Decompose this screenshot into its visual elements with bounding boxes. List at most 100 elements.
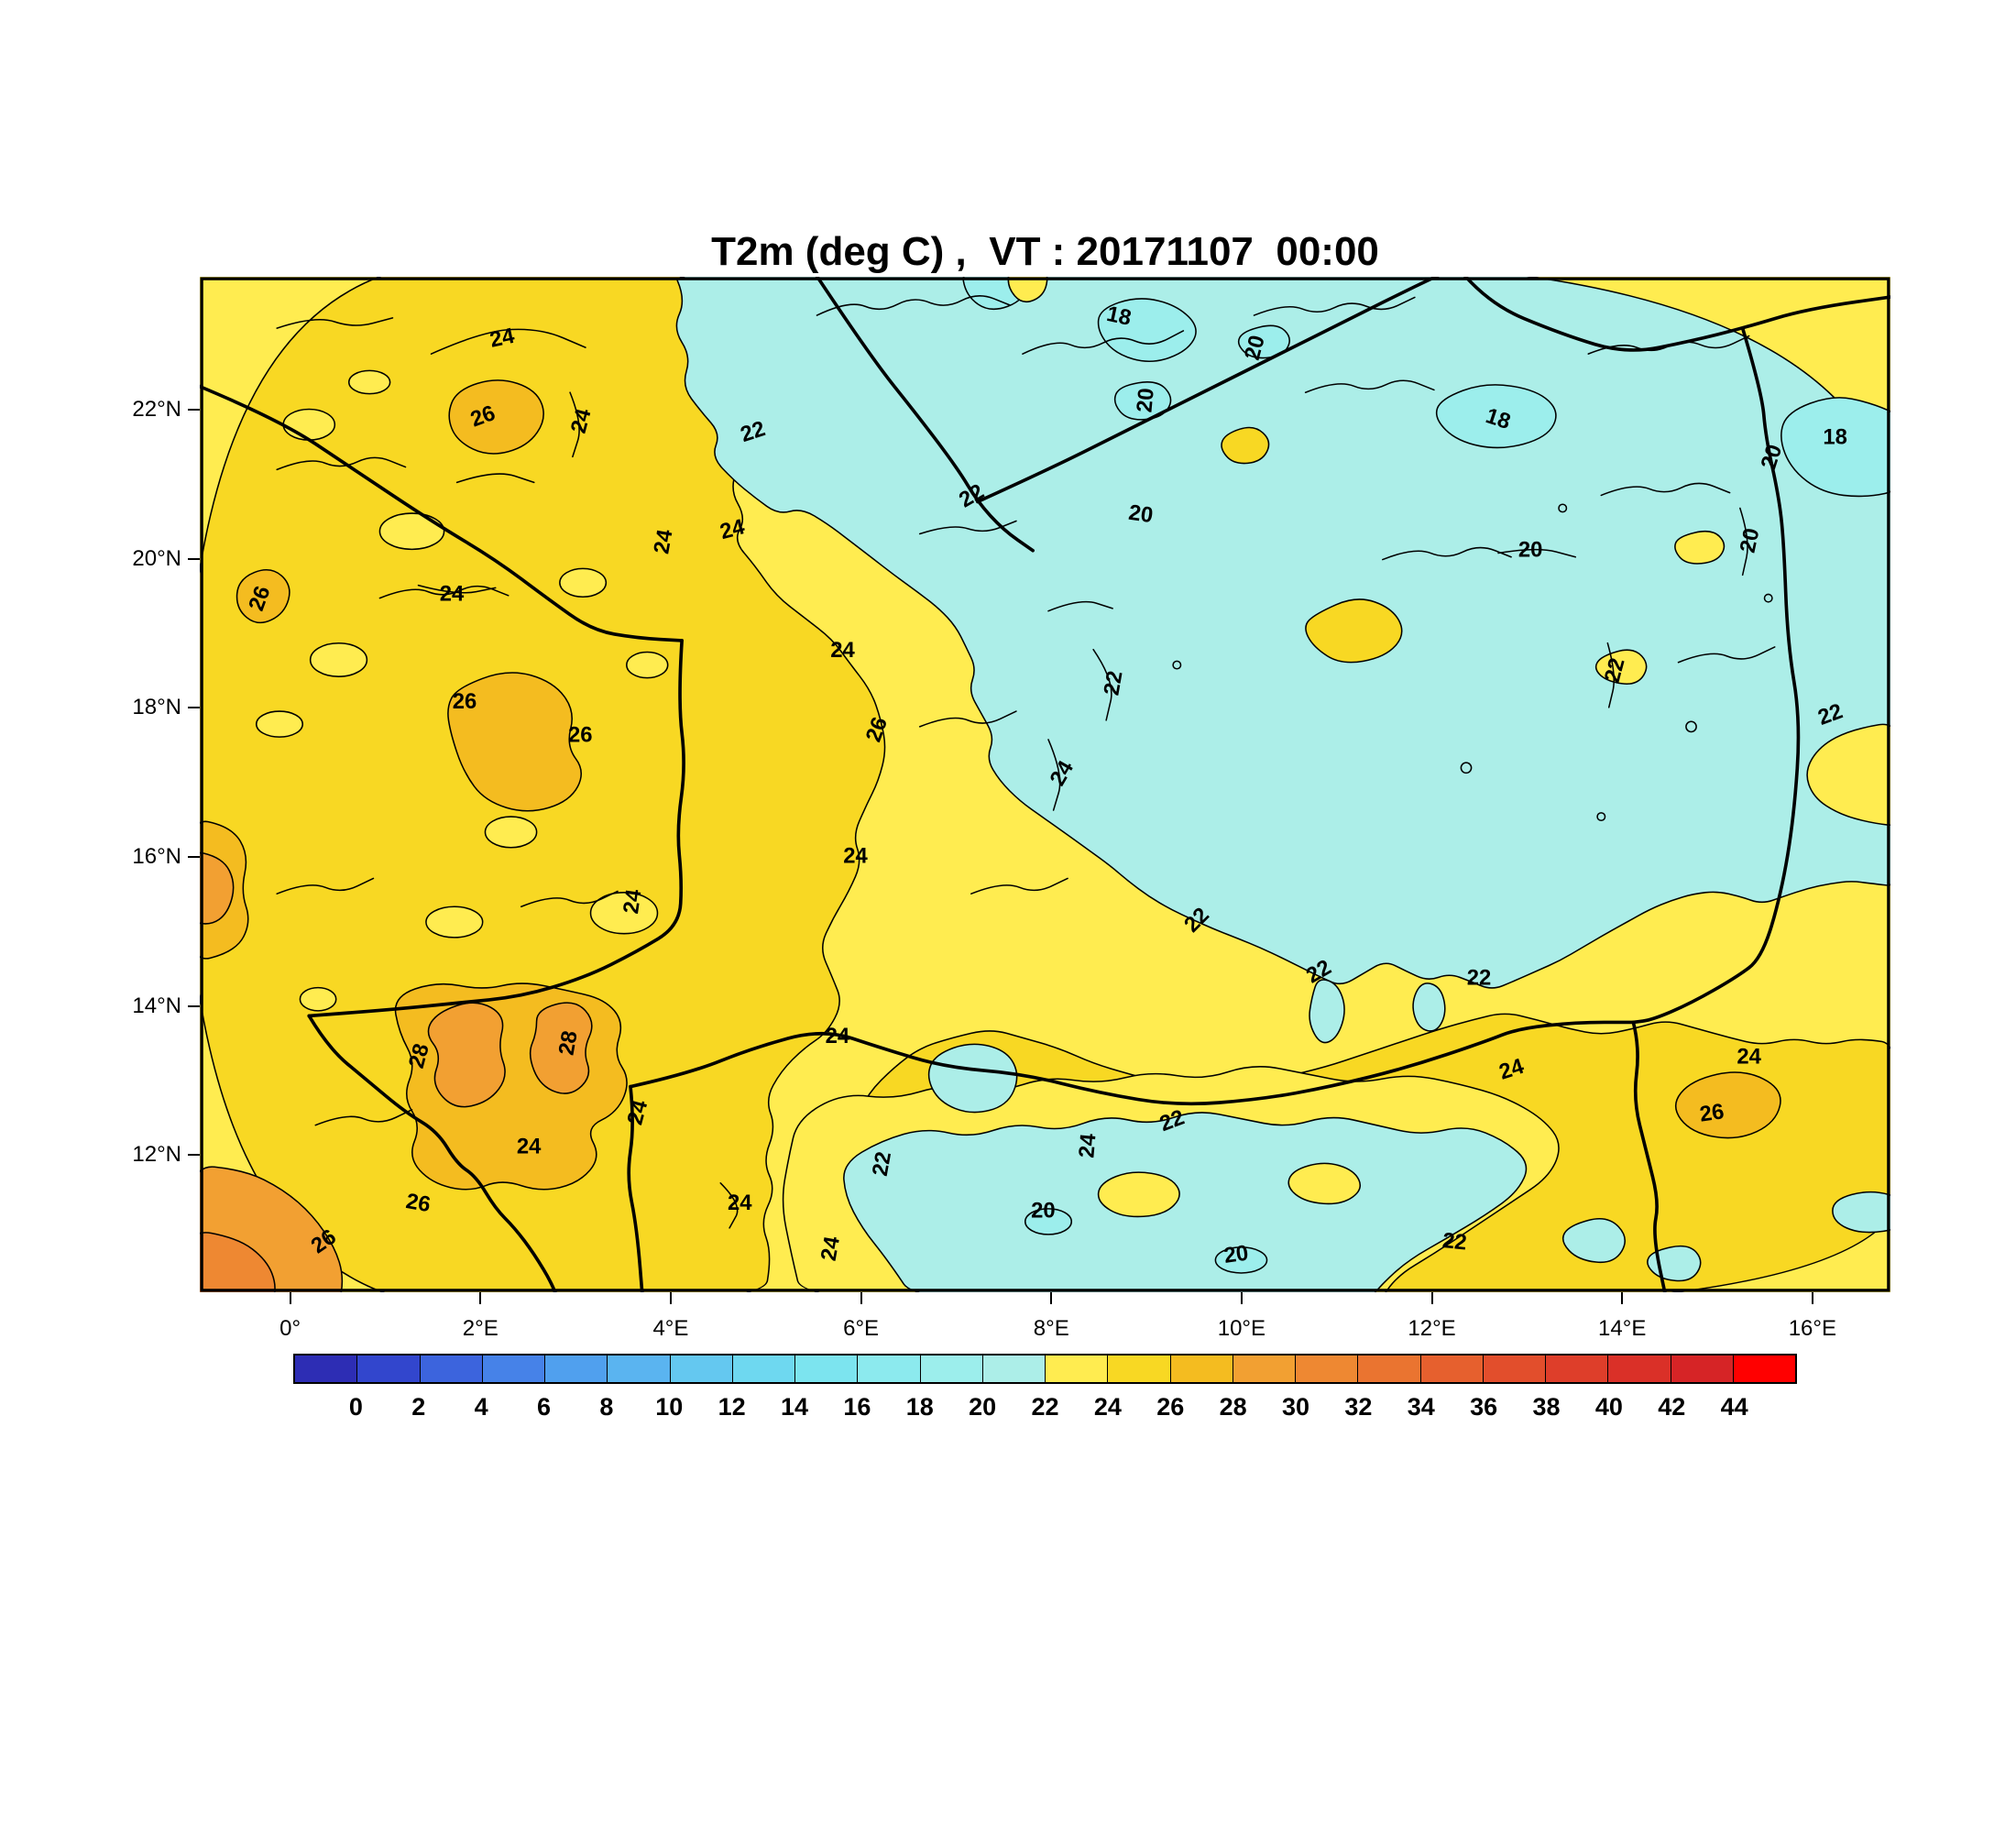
country-border xyxy=(1631,1020,1667,1292)
contour-line xyxy=(1092,648,1112,721)
contour-line xyxy=(1739,507,1748,576)
contour-speck xyxy=(1558,503,1568,513)
colorbar-tick-label: 30 xyxy=(1281,1393,1310,1421)
lon-tick-label: 16°E xyxy=(1788,1316,1837,1341)
colorbar-segment xyxy=(1608,1356,1671,1382)
lat-tick-label: 20°N xyxy=(132,545,181,571)
contour-value-label: 18 xyxy=(1823,424,1847,449)
temp-patch-18-20 xyxy=(1435,384,1557,449)
temp-patch-20-22 xyxy=(927,1043,1018,1114)
colorbar-tick-label: 0 xyxy=(348,1393,363,1421)
colorbar-segment xyxy=(482,1356,545,1382)
contour-line xyxy=(1497,548,1577,558)
temp-island-22-24 xyxy=(255,710,304,738)
contour-value-label: 20 xyxy=(1031,1199,1056,1224)
lon-tick-label: 0° xyxy=(279,1316,301,1341)
colorbar-tick-label: 34 xyxy=(1407,1393,1435,1421)
temp-notch-22-24 xyxy=(1806,723,1890,826)
temp-island-22-24 xyxy=(559,567,608,598)
contour-line xyxy=(719,1182,739,1229)
temp-patch-southeast-26-28 xyxy=(1674,1071,1781,1139)
lat-tick-label: 14°N xyxy=(132,993,181,1018)
contour-value-label: 22 xyxy=(868,1149,896,1178)
temp-patch-28-30 xyxy=(200,851,235,925)
map-plot: 24 26 24 22 18 20 20 22 20 18 18 20 20 20 24 26 24 24 24 26… xyxy=(200,277,1890,1292)
lat-tick-label: 16°N xyxy=(132,843,181,869)
colorbar-tick-label: 28 xyxy=(1219,1393,1247,1421)
lat-tick-label: 18°N xyxy=(132,695,181,720)
contour-value-label: 20 xyxy=(1240,333,1270,363)
y-axis-tick xyxy=(188,557,200,560)
temp-patch-26-28 xyxy=(448,379,544,455)
lon-tick-label: 6°E xyxy=(843,1316,880,1341)
contour-line xyxy=(1047,600,1113,612)
contour-value-label: 24 xyxy=(440,581,465,606)
contour-value-label: 20 xyxy=(1736,526,1765,555)
contour-value-label: 26 xyxy=(404,1189,433,1217)
temp-island-24-26 xyxy=(1221,426,1270,465)
colorbar-segment xyxy=(982,1356,1046,1382)
contour-value-label: 24 xyxy=(488,324,517,353)
colorbar-tick-label: 18 xyxy=(905,1393,934,1421)
x-axis-tick xyxy=(860,1292,862,1304)
temp-patch-26-28 xyxy=(394,982,628,1191)
colorbar-segment xyxy=(545,1356,608,1382)
colorbar-tick-label: 36 xyxy=(1470,1393,1498,1421)
colorbar-segment xyxy=(357,1356,421,1382)
contour-line xyxy=(455,473,535,484)
temp-patch-28-30 xyxy=(427,1002,506,1108)
colorbar-tick-label: 42 xyxy=(1658,1393,1686,1421)
country-border xyxy=(200,384,684,642)
contour-line xyxy=(1606,642,1615,708)
contour-line xyxy=(430,328,586,355)
y-axis-tick xyxy=(188,707,200,709)
country-border xyxy=(627,1084,644,1292)
colorbar-tick-label: 2 xyxy=(411,1393,426,1421)
contour-speck xyxy=(1172,660,1182,670)
contour-value-label: 22 xyxy=(1441,1228,1468,1256)
temp-island-22-24 xyxy=(589,892,659,935)
colorbar-tick-label: 22 xyxy=(1031,1393,1059,1421)
contour-value-label: 20 xyxy=(1518,538,1543,563)
temp-island-22-24 xyxy=(309,642,368,677)
colorbar-segment xyxy=(732,1356,795,1382)
colorbar-segment xyxy=(608,1356,671,1382)
colorbar-tick-label: 24 xyxy=(1093,1393,1122,1421)
colorbar-tick-label: 26 xyxy=(1156,1393,1185,1421)
contour-line xyxy=(569,391,580,458)
x-axis-tick xyxy=(289,1292,291,1304)
contour-line xyxy=(314,1109,413,1126)
contour-line xyxy=(1253,296,1416,316)
colorbar-tick-label: 20 xyxy=(969,1393,997,1421)
contour-speck xyxy=(1685,720,1697,733)
contour-line xyxy=(417,584,497,594)
contour-line xyxy=(1304,379,1435,393)
x-axis-tick xyxy=(1811,1292,1813,1304)
contour-value-label: 24 xyxy=(517,1134,542,1158)
contour-line xyxy=(1600,482,1731,497)
colorbar-tick-label: 16 xyxy=(843,1393,871,1421)
temp-island-24-26 xyxy=(1305,598,1403,664)
colorbar-tick-label: 10 xyxy=(655,1393,684,1421)
colorbar-segment xyxy=(420,1356,483,1382)
colorbar-tick-label: 6 xyxy=(536,1393,552,1421)
country-border xyxy=(1631,326,1801,1025)
contour-line xyxy=(918,710,1017,728)
colorbar-segment xyxy=(295,1356,358,1382)
y-axis-tick xyxy=(188,408,200,411)
temp-island-22-24 xyxy=(1097,1171,1180,1218)
temp-patch-20-22 xyxy=(1561,1218,1626,1264)
colorbar-segment xyxy=(1046,1356,1109,1382)
lon-tick-label: 10°E xyxy=(1217,1316,1266,1341)
country-border xyxy=(976,277,1440,504)
colorbar-tick-label: 38 xyxy=(1532,1393,1561,1421)
temp-island-22-24 xyxy=(1007,277,1048,303)
colorbar-segment xyxy=(1733,1356,1795,1382)
contour-line xyxy=(276,456,407,471)
y-axis-tick xyxy=(188,1004,200,1007)
x-axis-tick xyxy=(1240,1292,1243,1304)
country-border xyxy=(307,639,685,1018)
colorbar-tick-label: 8 xyxy=(599,1393,614,1421)
contour-value-label: 26 xyxy=(453,689,477,714)
